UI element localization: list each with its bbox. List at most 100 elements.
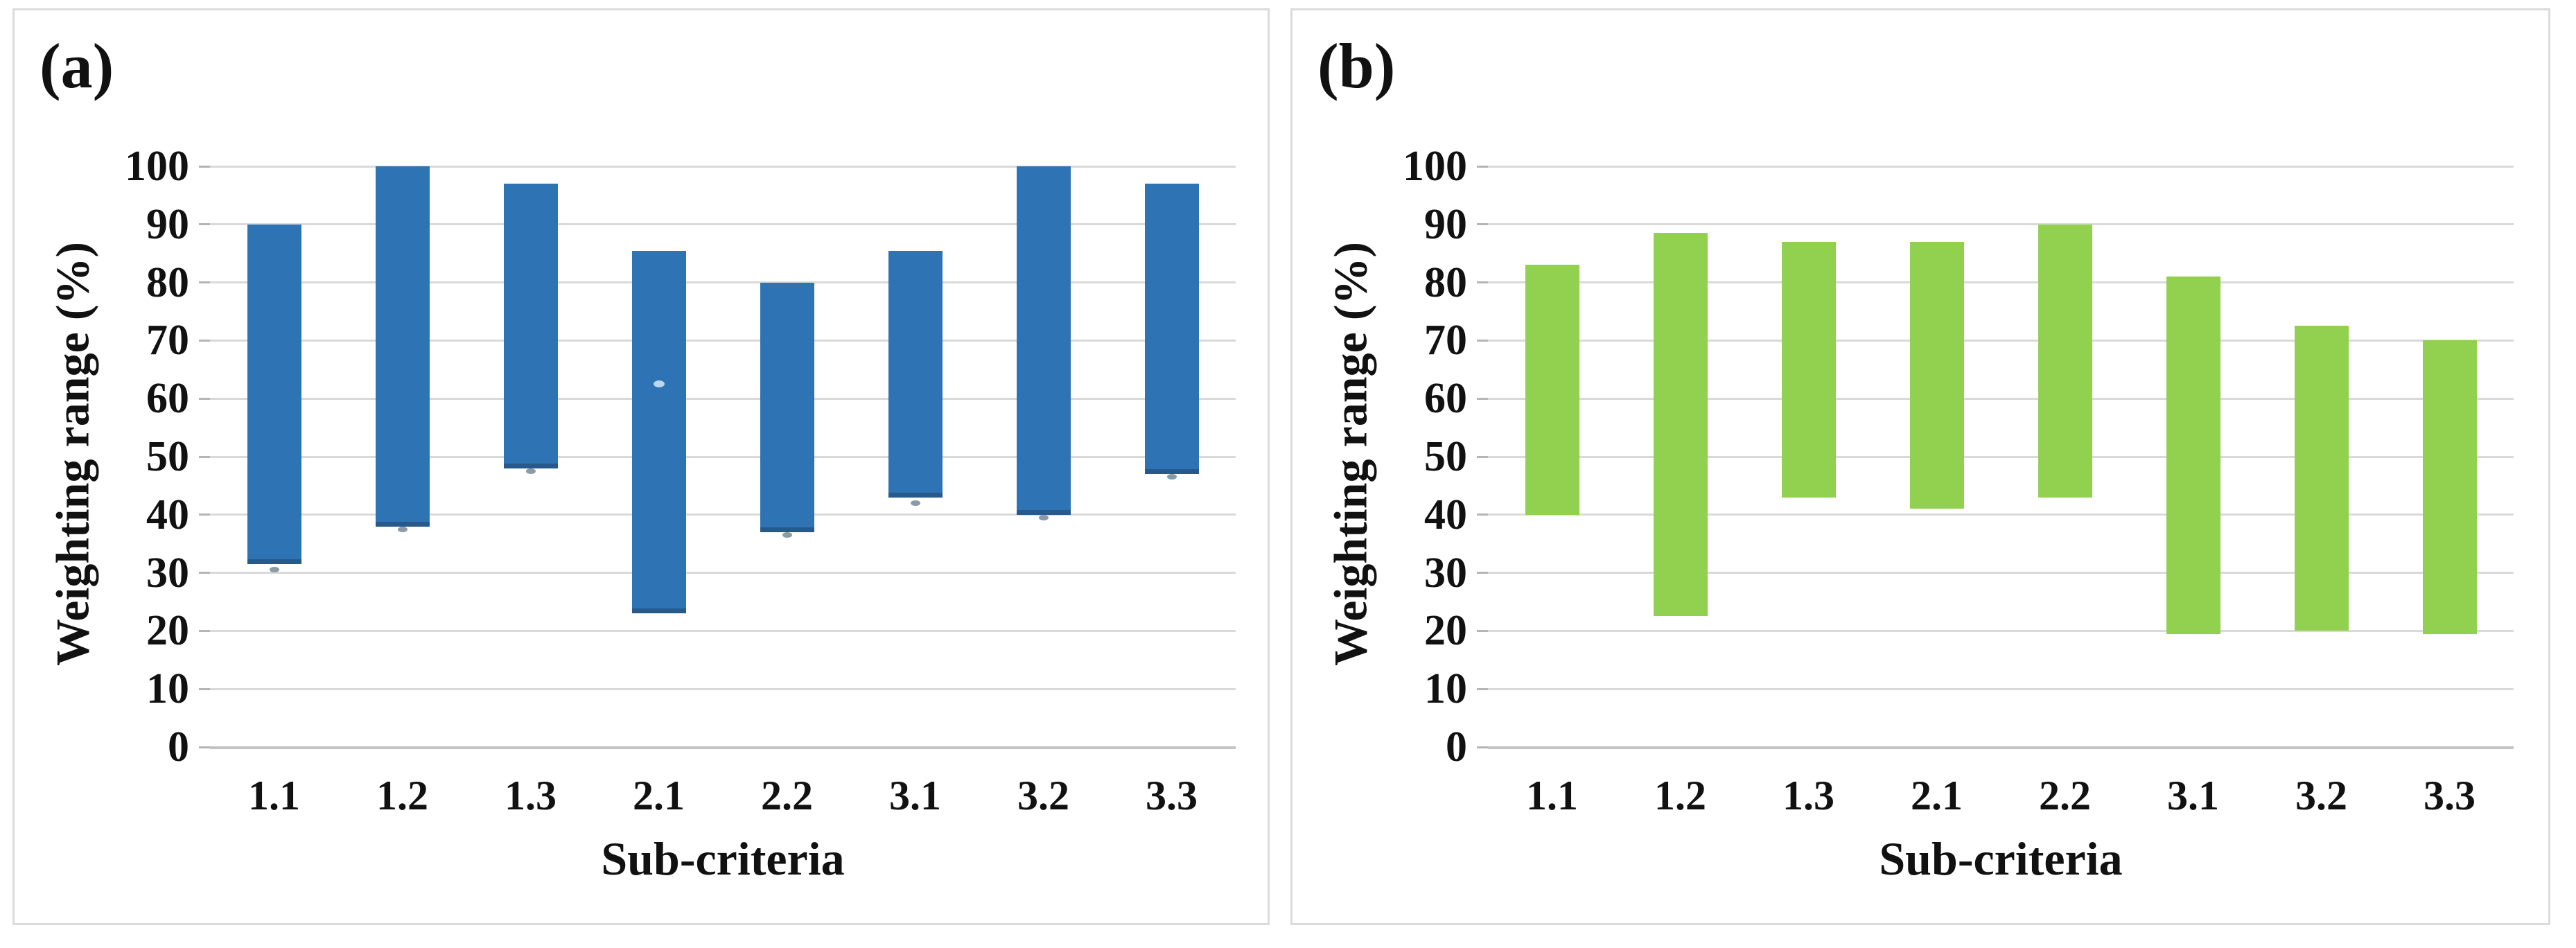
bar-bottom-edge bbox=[760, 527, 814, 532]
x-tick-label: 1.2 bbox=[376, 773, 428, 818]
range-bar bbox=[1144, 184, 1199, 475]
bar-bottom-edge bbox=[375, 521, 430, 527]
gridline bbox=[1488, 397, 2514, 400]
bar-bottom-edge bbox=[503, 463, 558, 468]
x-axis-title: Sub-criteria bbox=[1879, 832, 2123, 885]
y-tick-mark bbox=[199, 223, 210, 226]
y-tick-label: 30 bbox=[1424, 549, 1467, 597]
panel-b-label: (b) bbox=[1317, 30, 1396, 101]
x-tick-label: 3.3 bbox=[2424, 773, 2476, 818]
axis-baseline bbox=[1488, 746, 2514, 749]
x-tick-label: 2.2 bbox=[2039, 773, 2091, 818]
y-tick-label: 90 bbox=[1424, 200, 1467, 248]
below-bar-marker bbox=[269, 567, 279, 573]
y-tick-mark bbox=[199, 514, 210, 516]
y-tick-mark bbox=[1477, 746, 1488, 748]
below-bar-marker bbox=[910, 500, 920, 507]
below-bar-marker bbox=[782, 532, 792, 538]
gridline bbox=[1488, 629, 2514, 632]
x-tick-label: 3.2 bbox=[2295, 773, 2347, 818]
y-tick-label: 70 bbox=[1424, 317, 1467, 365]
below-bar-marker bbox=[1038, 514, 1049, 520]
x-axis-title: Sub-criteria bbox=[601, 832, 845, 885]
x-tick-label: 1.1 bbox=[1526, 773, 1578, 818]
y-tick-label: 90 bbox=[146, 200, 189, 248]
y-tick-label: 100 bbox=[125, 143, 189, 190]
gridline bbox=[210, 687, 1236, 690]
gridline bbox=[210, 281, 1236, 284]
range-bar bbox=[888, 250, 943, 498]
plot-area-a: 0 10 20 30 40 50 60 70 80 90 100 1.1 1.2 1.3 2.1 2.2 3.1… bbox=[125, 145, 1236, 816]
range-bar bbox=[1016, 166, 1071, 515]
range-bar bbox=[631, 250, 686, 614]
range-bar bbox=[1525, 265, 1579, 515]
x-tick-label: 2.1 bbox=[1911, 773, 1963, 818]
range-bar bbox=[2294, 326, 2349, 631]
gridline bbox=[1488, 572, 2514, 574]
x-tick-label: 1.3 bbox=[505, 773, 557, 818]
y-tick-label: 40 bbox=[146, 491, 189, 538]
below-bar-marker bbox=[1166, 474, 1177, 480]
bar-bottom-edge bbox=[1016, 509, 1071, 515]
y-tick-mark bbox=[199, 629, 210, 632]
range-bar bbox=[1653, 233, 1708, 617]
y-tick-label: 80 bbox=[1424, 258, 1467, 306]
y-tick-mark bbox=[199, 165, 210, 168]
y-tick-label: 20 bbox=[146, 607, 189, 655]
y-tick-label: 50 bbox=[146, 433, 189, 480]
gridline bbox=[210, 223, 1236, 226]
x-tick-label: 2.1 bbox=[633, 773, 685, 818]
y-tick-label: 40 bbox=[1424, 491, 1467, 538]
range-bar bbox=[1909, 241, 1964, 509]
x-tick-label: 3.3 bbox=[1146, 773, 1198, 818]
panel-b: (b) Weighting range (%) 0 10 20 30 40 50 60 70 8… bbox=[1290, 8, 2550, 925]
y-tick-mark bbox=[1477, 572, 1488, 574]
y-tick-mark bbox=[1477, 223, 1488, 226]
gridline bbox=[1488, 223, 2514, 226]
below-bar-marker bbox=[525, 468, 536, 474]
x-tick-label: 1.1 bbox=[248, 773, 300, 818]
y-tick-label: 10 bbox=[146, 665, 189, 713]
y-tick-mark bbox=[199, 455, 210, 458]
panel-a: (a) Weighting range (%) 0 10 20 30 40 50 60 70 8… bbox=[12, 8, 1270, 925]
gridline bbox=[1488, 339, 2514, 342]
inner-bar-marker bbox=[653, 380, 665, 388]
bar-bottom-edge bbox=[247, 559, 301, 565]
gridline bbox=[210, 514, 1236, 516]
plot-area-b: 0 10 20 30 40 50 60 70 80 90 100 1.1 1.2 1.3 2.1 2.2 3.1… bbox=[1403, 145, 2514, 816]
y-tick-label: 0 bbox=[1446, 723, 1467, 771]
bar-bottom-edge bbox=[888, 492, 943, 498]
y-tick-label: 20 bbox=[1424, 607, 1467, 655]
y-tick-mark bbox=[199, 746, 210, 748]
y-tick-mark bbox=[199, 572, 210, 574]
y-tick-label: 10 bbox=[1424, 665, 1467, 713]
gridline bbox=[210, 455, 1236, 458]
y-tick-mark bbox=[1477, 339, 1488, 342]
x-tick-label: 3.1 bbox=[2167, 773, 2219, 818]
x-tick-label: 3.2 bbox=[1017, 773, 1069, 818]
y-tick-label: 70 bbox=[146, 317, 189, 365]
y-tick-label: 60 bbox=[146, 375, 189, 423]
gridline bbox=[210, 629, 1236, 632]
x-tick-label: 1.2 bbox=[1654, 773, 1706, 818]
y-tick-label: 60 bbox=[1424, 375, 1467, 423]
y-tick-mark bbox=[199, 281, 210, 284]
range-bar bbox=[375, 166, 430, 527]
range-bar bbox=[2166, 276, 2220, 634]
gridline bbox=[1488, 165, 2514, 168]
panel-a-label: (a) bbox=[40, 30, 114, 101]
y-tick-label: 50 bbox=[1424, 433, 1467, 480]
axis-baseline bbox=[210, 746, 1236, 749]
y-tick-mark bbox=[1477, 514, 1488, 516]
gridline bbox=[1488, 687, 2514, 690]
y-tick-mark bbox=[1477, 281, 1488, 284]
y-tick-mark bbox=[1477, 397, 1488, 400]
gridline bbox=[210, 165, 1236, 168]
range-bar bbox=[247, 224, 301, 565]
gridline bbox=[210, 572, 1236, 574]
range-bar bbox=[760, 282, 814, 532]
y-tick-label: 80 bbox=[146, 258, 189, 306]
gridline bbox=[1488, 455, 2514, 458]
y-tick-label: 30 bbox=[146, 549, 189, 597]
